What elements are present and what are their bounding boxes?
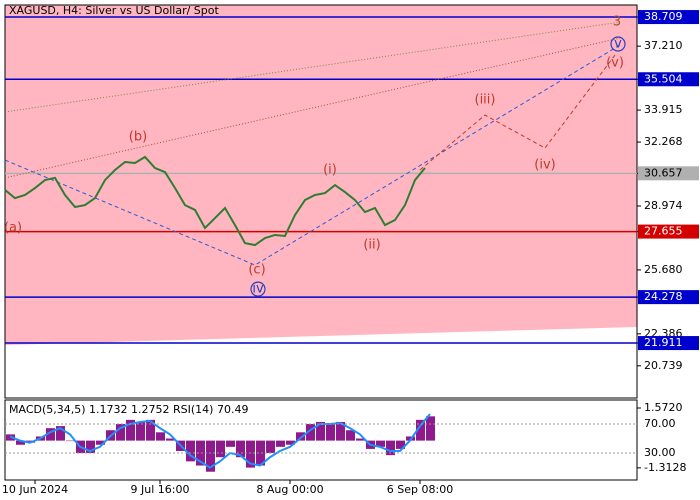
y-tick-label: -1.3128 — [644, 461, 686, 474]
histogram-bar — [386, 440, 395, 456]
y-tick-label: 28.974 — [644, 199, 683, 212]
price-box — [638, 290, 699, 305]
y-tick-label: 37.210 — [644, 39, 683, 52]
zone — [5, 5, 637, 345]
y-tick-label: 38.709 — [644, 10, 683, 23]
price-box — [638, 166, 699, 181]
wave-label: (ii) — [363, 238, 380, 253]
histogram-bar — [16, 440, 25, 445]
histogram-bar — [286, 440, 295, 445]
y-tick-label: 21.911 — [644, 336, 683, 349]
y-tick-label: 1.5720 — [644, 401, 683, 414]
wave-label: (iv) — [534, 158, 555, 173]
y-tick-label: 33.915 — [644, 103, 683, 116]
wave-label: (iii) — [475, 93, 496, 108]
wave-circle — [250, 281, 266, 297]
price-box — [638, 336, 699, 351]
histogram-bar — [276, 440, 285, 447]
main-frame — [4, 4, 638, 399]
wave-label: (v) — [606, 56, 624, 71]
histogram-bar — [156, 432, 165, 441]
histogram-bar — [216, 440, 225, 458]
x-tick-label: 6 Sep 08:00 — [387, 483, 453, 496]
wave-label: v — [614, 37, 622, 52]
x-tick-label: 9 Jul 16:00 — [131, 483, 190, 496]
y-tick-label: 32.268 — [644, 135, 683, 148]
wave-label: (a) — [4, 220, 22, 235]
histogram-bar — [226, 440, 235, 447]
y-tick-label: 25.680 — [644, 263, 683, 276]
y-tick-label: 35.504 — [644, 72, 683, 85]
wave-label: (c) — [248, 263, 265, 278]
wave-label: 3 — [613, 15, 621, 30]
y-tick-label: 24.278 — [644, 290, 683, 303]
wave-label: iv — [252, 282, 264, 297]
histogram-bar — [236, 440, 245, 458]
histogram-bar — [336, 421, 345, 441]
histogram-bar — [296, 432, 305, 441]
trendline — [4, 44, 621, 266]
histogram-bar — [326, 424, 335, 441]
x-tick-label: 10 Jun 2024 — [2, 483, 68, 496]
histogram-bar — [196, 440, 205, 466]
wave-label: (i) — [323, 162, 337, 177]
price-line — [4, 155, 426, 247]
x-tick-label: 8 Aug 00:00 — [256, 483, 323, 496]
histogram-bar — [346, 430, 355, 441]
histogram-bar — [96, 440, 105, 445]
macd-frame — [4, 399, 638, 481]
histogram-bar — [256, 440, 265, 466]
histogram-bar — [376, 440, 385, 447]
histogram-bar — [266, 440, 275, 454]
histogram-bar — [56, 426, 65, 441]
histogram-bar — [246, 440, 255, 468]
y-tick-label: 27.655 — [644, 225, 683, 238]
histogram-bar — [206, 440, 215, 472]
histogram-bar — [126, 419, 135, 441]
histogram-bar — [316, 421, 325, 441]
y2-tick-label: 30.00 — [644, 446, 676, 459]
price-box — [638, 224, 699, 239]
histogram-bar — [306, 424, 315, 441]
y2-tick-label: 70.00 — [644, 417, 676, 430]
wave-circle — [610, 36, 626, 52]
price-box — [638, 10, 699, 25]
histogram-bar — [116, 424, 125, 441]
trendline — [419, 54, 616, 171]
histogram-bar — [46, 428, 55, 441]
histogram-bar — [356, 438, 365, 441]
signal-line — [9, 413, 431, 469]
chart-title: XAGUSD, H4: Silver vs US Dollar/ Spot — [9, 4, 219, 17]
histogram-bar — [146, 419, 155, 441]
histogram-bar — [136, 421, 145, 441]
histogram-bar — [396, 440, 405, 449]
histogram-bar — [86, 440, 95, 454]
y-tick-label: 30.657 — [644, 166, 683, 179]
histogram-bar — [416, 419, 425, 441]
trendline — [4, 37, 621, 179]
indicator-title: MACD(5,34,5) 1.1732 1.2752 RSI(14) 70.49 — [9, 403, 248, 416]
histogram-bar — [66, 440, 75, 442]
wave-label: (b) — [129, 129, 147, 144]
price-box — [638, 72, 699, 87]
histogram-bar — [186, 440, 195, 462]
histogram-bar — [426, 416, 435, 441]
y-tick-label: 20.739 — [644, 359, 683, 372]
histogram-bar — [166, 438, 175, 441]
